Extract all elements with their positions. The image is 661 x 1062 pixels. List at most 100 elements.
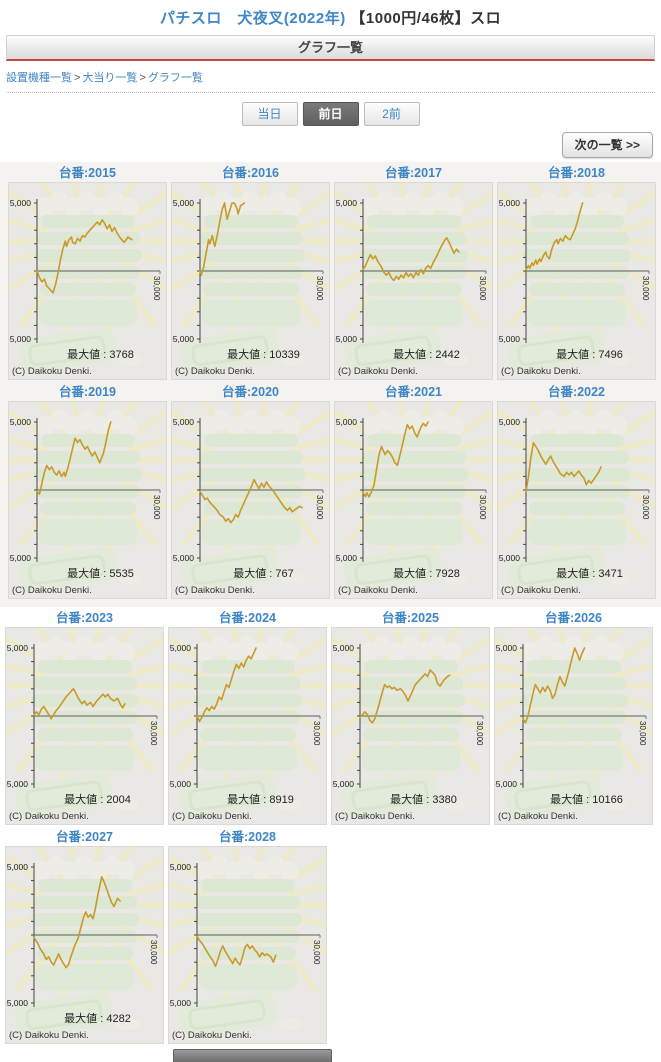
graph-cell: 台番:2020 5,000 -5,000 30,000 最大値 : 767 (C… xyxy=(171,384,330,599)
machine-number-link[interactable]: 台番:2016 xyxy=(222,166,279,180)
graph-panel[interactable]: 5,000 -5,000 30,000 最大値 : 5535 (C) Daiko… xyxy=(8,401,167,599)
breadcrumb-separator: > xyxy=(139,72,146,84)
graph-panel[interactable]: 5,000 -5,000 30,000 最大値 : 3471 (C) Daiko… xyxy=(497,401,656,599)
max-value-label: 最大値 : 2004 xyxy=(64,794,131,806)
graph-panel[interactable]: 5,000 -5,000 30,000 最大値 : 4282 (C) Daiko… xyxy=(5,846,164,1044)
svg-text:-5,000: -5,000 xyxy=(335,553,357,563)
max-value-label: 最大値 : 4282 xyxy=(64,1013,131,1025)
graph-panel[interactable]: 5,000 -5,000 30,000 (C) Daikoku Denki. xyxy=(168,846,327,1044)
max-value-label: 最大値 : 5535 xyxy=(67,568,134,580)
svg-text:30,000: 30,000 xyxy=(641,276,650,301)
svg-text:30,000: 30,000 xyxy=(641,495,650,520)
day-tabs: 当日 前日 2前 xyxy=(0,102,661,126)
svg-text:30,000: 30,000 xyxy=(315,495,324,520)
graph-cell: 台番:2021 5,000 -5,000 30,000 最大値 : 7928 (… xyxy=(334,384,493,599)
svg-text:-5,000: -5,000 xyxy=(495,779,517,789)
machine-number-link[interactable]: 台番:2022 xyxy=(548,385,605,399)
copyright-label: (C) Daikoku Denki. xyxy=(338,366,418,377)
breadcrumb-graph-list[interactable]: グラフ一覧 xyxy=(147,72,203,84)
graph-panel[interactable]: 5,000 -5,000 30,000 最大値 : 2004 (C) Daiko… xyxy=(5,627,164,825)
machine-graph: 5,000 -5,000 30,000 xyxy=(332,628,489,818)
svg-text:5,000: 5,000 xyxy=(336,417,358,427)
copyright-label: (C) Daikoku Denki. xyxy=(501,585,581,596)
svg-text:-5,000: -5,000 xyxy=(498,553,520,563)
machine-graph: 5,000 -5,000 30,000 xyxy=(172,402,329,592)
machine-number-link[interactable]: 台番:2024 xyxy=(219,611,276,625)
copyright-label: (C) Daikoku Denki. xyxy=(172,1030,252,1041)
graph-cell: 台番:2023 5,000 -5,000 30,000 最大値 : 2004 (… xyxy=(5,610,164,825)
machine-number-link[interactable]: 台番:2019 xyxy=(59,385,116,399)
graph-panel[interactable]: 5,000 -5,000 30,000 最大値 : 10339 (C) Daik… xyxy=(171,182,330,380)
machine-graph: 5,000 -5,000 30,000 xyxy=(495,628,652,818)
machine-graph: 5,000 -5,000 30,000 xyxy=(169,847,326,1037)
max-value-label: 最大値 : 2442 xyxy=(393,349,460,361)
machine-graph: 5,000 -5,000 30,000 xyxy=(172,183,329,373)
graph-cell: 台番:2024 5,000 -5,000 30,000 最大値 : 8919 (… xyxy=(168,610,327,825)
svg-text:-5,000: -5,000 xyxy=(9,334,31,344)
svg-text:30,000: 30,000 xyxy=(149,940,158,965)
graph-panel[interactable]: 5,000 -5,000 30,000 最大値 : 3768 (C) Daiko… xyxy=(8,182,167,380)
svg-text:-5,000: -5,000 xyxy=(172,553,194,563)
tab-two-days-ago[interactable]: 2前 xyxy=(363,102,420,126)
machine-graph: 5,000 -5,000 30,000 xyxy=(335,183,492,373)
section-header-label: グラフ一覧 xyxy=(297,40,363,55)
machine-number-link[interactable]: 台番:2025 xyxy=(382,611,439,625)
svg-text:5,000: 5,000 xyxy=(336,198,358,208)
graph-grid-rows-1-2: 台番:2015 5,000 -5,000 30,000 最大値 : 3768 (… xyxy=(0,162,661,607)
machine-number-link[interactable]: 台番:2018 xyxy=(548,166,605,180)
machine-graph: 5,000 -5,000 30,000 xyxy=(335,402,492,592)
svg-text:30,000: 30,000 xyxy=(152,276,161,301)
machine-number-link[interactable]: 台番:2028 xyxy=(219,830,276,844)
max-value-label: 最大値 : 3380 xyxy=(390,794,457,806)
graph-panel[interactable]: 5,000 -5,000 30,000 最大値 : 8919 (C) Daiko… xyxy=(168,627,327,825)
svg-text:5,000: 5,000 xyxy=(170,862,192,872)
svg-text:5,000: 5,000 xyxy=(7,643,29,653)
svg-text:30,000: 30,000 xyxy=(312,721,321,746)
graph-cell: 台番:2019 5,000 -5,000 30,000 最大値 : 5535 (… xyxy=(8,384,167,599)
machine-number-link[interactable]: 台番:2026 xyxy=(545,611,602,625)
svg-text:-5,000: -5,000 xyxy=(6,998,28,1008)
svg-text:-5,000: -5,000 xyxy=(169,998,191,1008)
graph-panel[interactable]: 5,000 -5,000 30,000 最大値 : 7928 (C) Daiko… xyxy=(334,401,493,599)
breadcrumb: 設置機種一覧 > 大当り一覧 > グラフ一覧 xyxy=(6,69,655,93)
breadcrumb-separator: > xyxy=(74,72,81,84)
tab-previous-day[interactable]: 前日 xyxy=(302,102,359,126)
copyright-label: (C) Daikoku Denki. xyxy=(175,585,255,596)
graph-cell: 台番:2018 5,000 -5,000 30,000 最大値 : 7496 (… xyxy=(497,165,656,380)
machine-number-link[interactable]: 台番:2027 xyxy=(56,830,113,844)
copyright-label: (C) Daikoku Denki. xyxy=(172,811,252,822)
max-value-label: 最大値 : 10339 xyxy=(227,349,300,361)
svg-text:5,000: 5,000 xyxy=(10,198,32,208)
graph-panel[interactable]: 5,000 -5,000 30,000 最大値 : 7496 (C) Daiko… xyxy=(497,182,656,380)
svg-text:30,000: 30,000 xyxy=(475,721,484,746)
machine-number-link[interactable]: 台番:2020 xyxy=(222,385,279,399)
copyright-label: (C) Daikoku Denki. xyxy=(498,811,578,822)
graph-cell: 台番:2015 5,000 -5,000 30,000 最大値 : 3768 (… xyxy=(8,165,167,380)
graph-panel[interactable]: 5,000 -5,000 30,000 最大値 : 2442 (C) Daiko… xyxy=(334,182,493,380)
tab-today[interactable]: 当日 xyxy=(241,102,298,126)
svg-text:30,000: 30,000 xyxy=(149,721,158,746)
max-value-label: 最大値 : 3768 xyxy=(67,349,134,361)
svg-text:5,000: 5,000 xyxy=(333,643,355,653)
machine-number-link[interactable]: 台番:2015 xyxy=(59,166,116,180)
footer-bar-partial xyxy=(173,1049,332,1062)
copyright-label: (C) Daikoku Denki. xyxy=(338,585,418,596)
breadcrumb-jackpot-list[interactable]: 大当り一覧 xyxy=(82,72,138,84)
graph-cell: 台番:2026 5,000 -5,000 30,000 最大値 : 10166 … xyxy=(494,610,653,825)
svg-text:-5,000: -5,000 xyxy=(498,334,520,344)
machine-number-link[interactable]: 台番:2017 xyxy=(385,166,442,180)
copyright-label: (C) Daikoku Denki. xyxy=(501,366,581,377)
machine-number-link[interactable]: 台番:2021 xyxy=(385,385,442,399)
next-list-button[interactable]: 次の一覧 >> xyxy=(561,132,653,158)
page-title: パチスロ 犬夜叉(2022年) 【1000円/46枚】スロ xyxy=(0,0,661,28)
page-title-spec: 【1000円/46枚】スロ xyxy=(345,10,502,27)
machine-number-link[interactable]: 台番:2023 xyxy=(56,611,113,625)
svg-text:30,000: 30,000 xyxy=(312,940,321,965)
graph-panel[interactable]: 5,000 -5,000 30,000 最大値 : 10166 (C) Daik… xyxy=(494,627,653,825)
machine-graph: 5,000 -5,000 30,000 xyxy=(498,402,655,592)
graph-panel[interactable]: 5,000 -5,000 30,000 最大値 : 767 (C) Daikok… xyxy=(171,401,330,599)
breadcrumb-installed-models[interactable]: 設置機種一覧 xyxy=(6,72,72,84)
svg-text:-5,000: -5,000 xyxy=(9,553,31,563)
pager-row: 次の一覧 >> xyxy=(0,126,661,158)
graph-panel[interactable]: 5,000 -5,000 30,000 最大値 : 3380 (C) Daiko… xyxy=(331,627,490,825)
